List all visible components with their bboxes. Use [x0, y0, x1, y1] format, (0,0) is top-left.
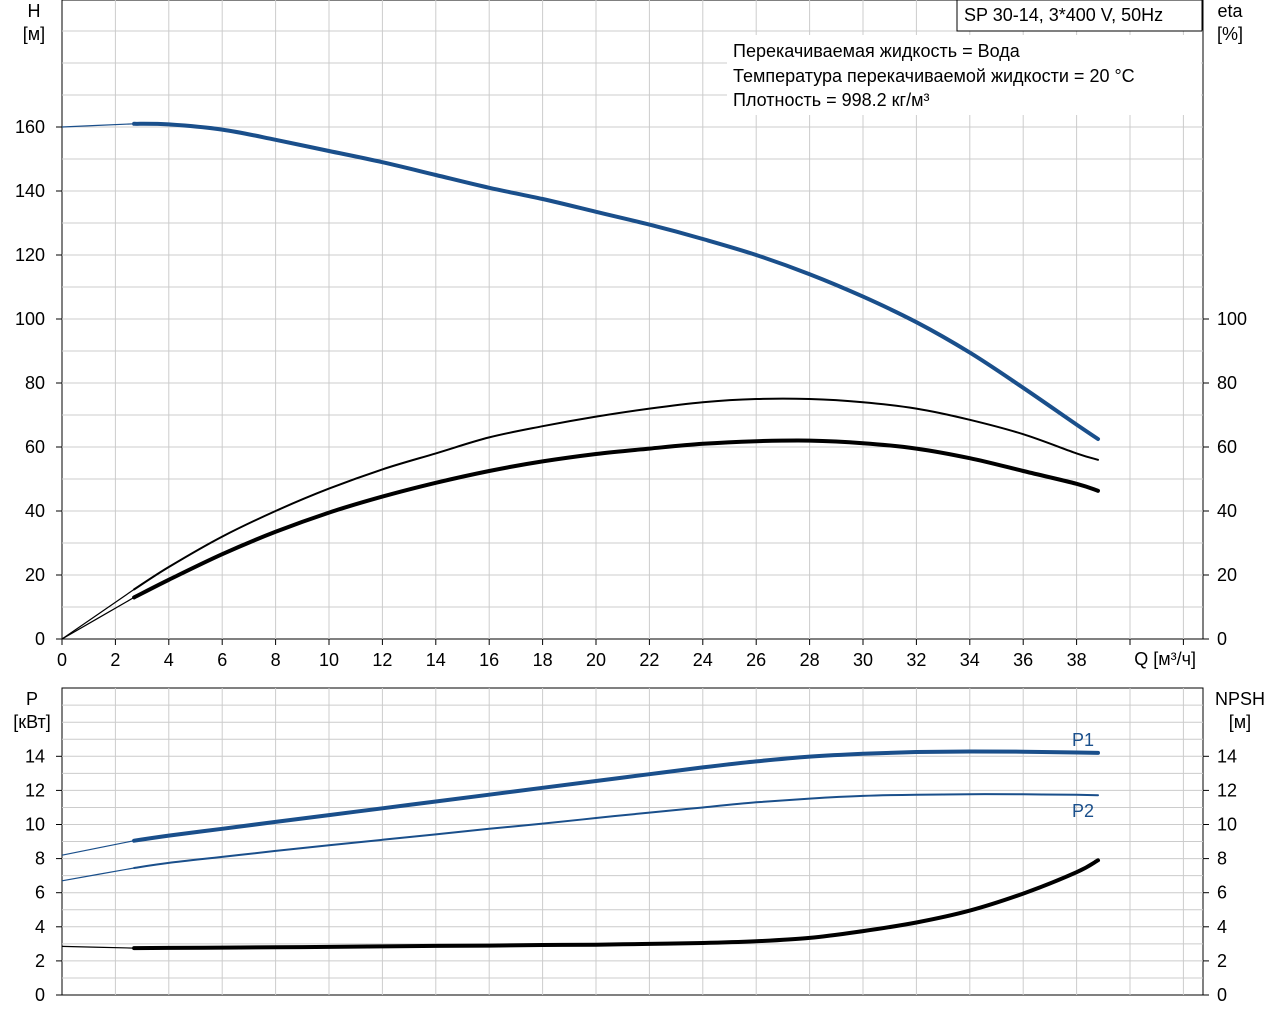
- npsh-curve-extrapolated: [61, 945, 135, 949]
- y-right-tick-label: 100: [1217, 309, 1247, 329]
- y-right-tick-label: 20: [1217, 565, 1237, 585]
- y-right-tick-label: 0: [1217, 629, 1227, 649]
- x-axis-label: Q [м³/ч]: [1134, 649, 1196, 669]
- x-tick-label: 6: [217, 650, 227, 670]
- efficiency-curve-thin: [133, 397, 1099, 591]
- npsh-axis-label-line1: NPSH: [1215, 689, 1265, 709]
- npsh-tick-label: 4: [1217, 917, 1227, 937]
- x-tick-label: 26: [746, 650, 766, 670]
- npsh-tick-label: 8: [1217, 849, 1227, 869]
- npsh-tick-label: 2: [1217, 951, 1227, 971]
- x-tick-label: 24: [693, 650, 713, 670]
- npsh-tick-label: 12: [1217, 780, 1237, 800]
- y-left-label-line1: H: [28, 1, 41, 21]
- y-right-tick-label: 60: [1217, 437, 1237, 457]
- efficiency-curve-thin-extrapolated: [61, 588, 135, 640]
- x-tick-label: 14: [426, 650, 446, 670]
- x-tick-label: 12: [372, 650, 392, 670]
- npsh-tick-label: 10: [1217, 815, 1237, 835]
- info-box-background: [727, 35, 1201, 115]
- p-tick-label: 12: [25, 780, 45, 800]
- p-axis-label-line2: [кВт]: [13, 712, 51, 732]
- y-left-tick-label: 0: [35, 629, 45, 649]
- efficiency-curve-thick: [132, 438, 1100, 600]
- p-tick-label: 6: [35, 883, 45, 903]
- series-label-p1: P1: [1072, 730, 1094, 750]
- head-curve: [132, 121, 1100, 441]
- p-tick-label: 8: [35, 849, 45, 869]
- npsh-tick-label: 6: [1217, 883, 1227, 903]
- top-series: [61, 121, 1100, 640]
- y-left-tick-label: 20: [25, 565, 45, 585]
- x-tick-label: 30: [853, 650, 873, 670]
- y-right-label-line1: eta: [1217, 1, 1243, 21]
- p2-curve-extrapolated: [61, 867, 135, 882]
- x-tick-label: 4: [164, 650, 174, 670]
- x-tick-label: 2: [110, 650, 120, 670]
- x-tick-label: 18: [533, 650, 553, 670]
- y-left-tick-label: 40: [25, 501, 45, 521]
- efficiency-curve-thick-extrapolated: [61, 596, 135, 640]
- x-tick-label: 20: [586, 650, 606, 670]
- info-density: Плотность = 998.2 кг/м³: [733, 90, 929, 110]
- p-tick-label: 4: [35, 917, 45, 937]
- y-left-tick-label: 60: [25, 437, 45, 457]
- y-right-tick-label: 80: [1217, 373, 1237, 393]
- p-tick-label: 2: [35, 951, 45, 971]
- head-curve-extrapolated: [61, 123, 135, 128]
- y-right-label-line2: [%]: [1217, 24, 1243, 44]
- p2-curve: [133, 793, 1099, 869]
- x-tick-label: 16: [479, 650, 499, 670]
- x-tick-label: 0: [57, 650, 67, 670]
- x-tick-label: 38: [1067, 650, 1087, 670]
- npsh-tick-label: 14: [1217, 746, 1237, 766]
- bottom-series: [61, 749, 1100, 951]
- y-left-tick-label: 100: [15, 309, 45, 329]
- x-tick-label: 8: [271, 650, 281, 670]
- y-right-tick-label: 40: [1217, 501, 1237, 521]
- x-tick-label: 28: [800, 650, 820, 670]
- y-left-tick-label: 80: [25, 373, 45, 393]
- p-tick-label: 0: [35, 985, 45, 1005]
- p-tick-label: 14: [25, 746, 45, 766]
- series-label-p2: P2: [1072, 801, 1094, 821]
- npsh-curve: [132, 858, 1100, 951]
- x-tick-label: 32: [906, 650, 926, 670]
- title-box: [956, 0, 1203, 32]
- x-tick-label: 22: [639, 650, 659, 670]
- p1-curve: [132, 749, 1100, 843]
- info-fluid: Перекачиваемая жидкость = Вода: [733, 41, 1021, 61]
- y-left-tick-label: 120: [15, 245, 45, 265]
- x-tick-label: 36: [1013, 650, 1033, 670]
- npsh-tick-label: 0: [1217, 985, 1227, 1005]
- y-left-tick-label: 160: [15, 117, 45, 137]
- y-left-label-line2: [м]: [23, 24, 45, 44]
- bottom-tick-labels: 0 2 4 6 8 10 12 14 0 2 4 6 8 10 12 14: [25, 746, 1237, 1005]
- x-tick-label: 10: [319, 650, 339, 670]
- y-left-tick-label: 140: [15, 181, 45, 201]
- chart-title: SP 30-14, 3*400 V, 50Hz: [964, 5, 1163, 25]
- p1-curve-extrapolated: [61, 840, 135, 856]
- top-tick-labels: 0 2 4 6 8 10 12 14 16 18 20 22 24 26 28 30 32 34 36 3802040…: [15, 117, 1247, 670]
- npsh-axis-label-line2: [м]: [1229, 712, 1251, 732]
- p-tick-label: 10: [25, 815, 45, 835]
- x-tick-label: 34: [960, 650, 980, 670]
- x-label-background: [1120, 645, 1200, 667]
- info-temperature: Температура перекачиваемой жидкости = 20…: [733, 66, 1135, 86]
- p-axis-label-line1: P: [26, 689, 38, 709]
